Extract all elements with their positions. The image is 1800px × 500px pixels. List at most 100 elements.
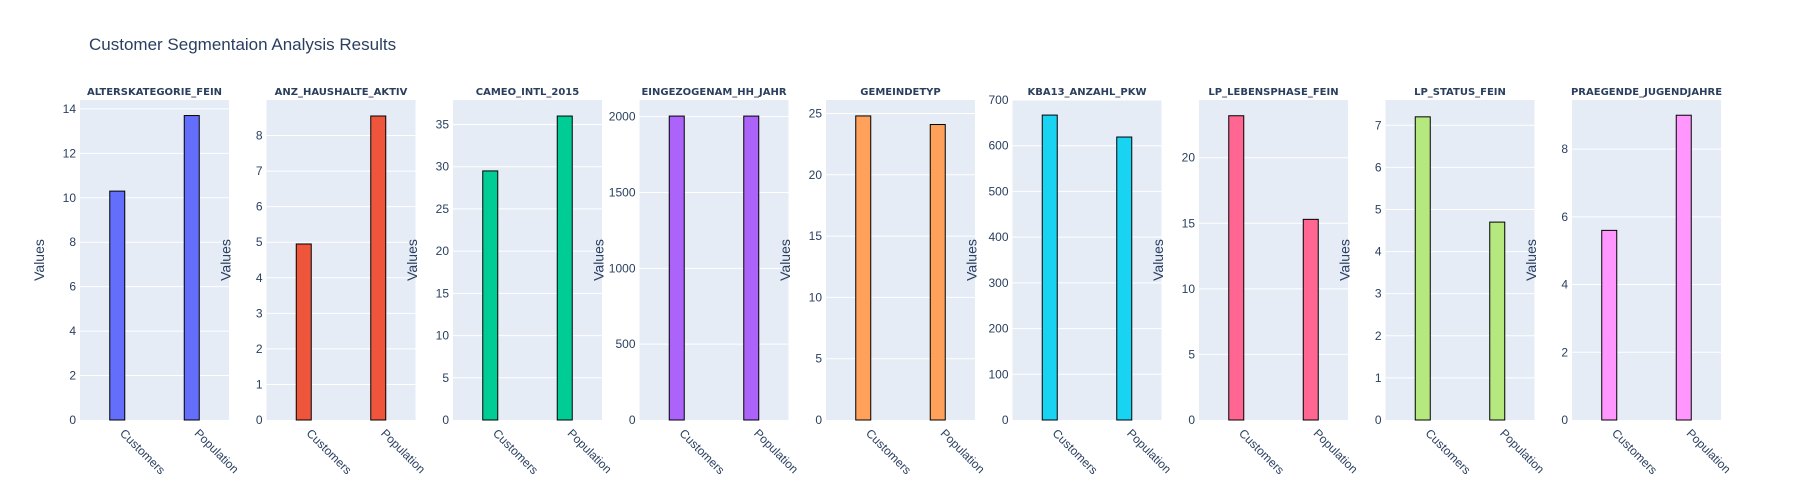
y-tick-label: 2: [69, 369, 76, 383]
plot-area: [1385, 100, 1535, 420]
bar-customers: [1601, 229, 1618, 421]
y-tick-label: 5: [1188, 347, 1195, 361]
x-tick-label: Customers: [677, 426, 728, 477]
y-tick-label: 30: [436, 160, 450, 174]
bar-population: [370, 115, 387, 421]
y-tick-label: 1500: [609, 186, 636, 200]
y-tick-label: 15: [1182, 216, 1196, 230]
y-tick-label: 1: [256, 377, 263, 391]
y-tick-label: 4: [256, 271, 263, 285]
y-axis-label: Values: [404, 239, 420, 281]
y-tick-label: 8: [1561, 142, 1568, 156]
bar-customers: [668, 115, 685, 421]
bar-population: [556, 115, 573, 421]
subplot-4: 0 500 1000 1500 2000 EINGEZOGENAM_HH_JAHR Valu…: [591, 87, 802, 477]
y-tick-label: 1: [1375, 371, 1382, 385]
plot-area: [80, 100, 229, 420]
plot-area: [1572, 100, 1721, 420]
subplot-title: PRAEGENDE_JUGENDJAHRE: [1571, 87, 1722, 98]
y-tick-label: 10: [436, 329, 450, 343]
y-tick-label: 0: [1375, 413, 1382, 427]
bar-population: [1675, 114, 1692, 421]
y-tick-label: 2: [1375, 329, 1382, 343]
x-tick-label: Customers: [1050, 426, 1101, 477]
x-tick-label: Customers: [1423, 426, 1474, 477]
bar-population: [929, 124, 946, 421]
x-tick-label: Customers: [1236, 426, 1287, 477]
bar-customers: [295, 243, 312, 421]
subplot-title: LP_LEBENSPHASE_FEIN: [1208, 87, 1338, 98]
y-tick-label: 300: [988, 276, 1008, 290]
y-tick-label: 0: [1188, 413, 1195, 427]
y-tick-label: 35: [436, 117, 450, 131]
y-tick-label: 12: [63, 146, 77, 160]
bar-customers: [109, 190, 126, 421]
y-tick-label: 14: [63, 102, 77, 116]
y-tick-label: 6: [256, 200, 263, 214]
x-tick-label: Customers: [117, 426, 168, 477]
y-tick-label: 4: [1375, 245, 1382, 259]
subplot-title: KBA13_ANZAHL_PKW: [1028, 87, 1147, 98]
bar-customers: [482, 170, 499, 421]
x-tick-label: Population: [751, 426, 801, 476]
y-axis-label: Values: [218, 239, 234, 281]
y-tick-label: 3: [1375, 287, 1382, 301]
y-tick-label: 5: [256, 235, 263, 249]
y-tick-label: 7: [1375, 118, 1382, 132]
bar-population: [1302, 218, 1319, 421]
y-tick-label: 20: [436, 244, 450, 258]
bar-population: [1489, 221, 1506, 421]
y-tick-label: 500: [615, 337, 635, 351]
x-tick-label: Population: [192, 426, 242, 476]
subplot-title: LP_STATUS_FEIN: [1414, 87, 1506, 98]
chart-title: Customer Segmentaion Analysis Results: [89, 35, 396, 54]
y-tick-label: 20: [1182, 151, 1196, 165]
bar-customers: [1228, 115, 1245, 421]
y-tick-label: 15: [809, 229, 823, 243]
y-tick-label: 6: [1375, 160, 1382, 174]
subplot-7: 0 5 10 15 20 LP_LEBENSPHASE_FEIN Values Custome…: [1150, 87, 1361, 477]
x-tick-label: Customers: [1609, 426, 1660, 477]
y-tick-label: 8: [69, 235, 76, 249]
bar-population: [1116, 136, 1133, 421]
y-tick-label: 10: [809, 290, 823, 304]
y-tick-label: 5: [442, 371, 449, 385]
subplot-title: GEMEINDETYP: [860, 87, 940, 98]
bar-customers: [1414, 116, 1431, 421]
subplot-8: 0 1 2 3 4 5 6 7 LP_STATUS_FEIN Values Customers Pop…: [1337, 87, 1548, 477]
y-tick-label: 2: [256, 342, 263, 356]
y-tick-label: 10: [63, 191, 77, 205]
bar-population: [183, 115, 200, 421]
y-axis-label: Values: [777, 239, 793, 281]
subplot-1: 0 2 4 6 8 10 12 14 ALTERSKATEGORIE_FEIN Values Cus…: [31, 87, 242, 477]
bar-customers: [1041, 114, 1058, 421]
subplot-title: ANZ_HAUSHALTE_AKTIV: [275, 87, 408, 98]
y-tick-label: 500: [988, 184, 1008, 198]
y-tick-label: 7: [256, 164, 263, 178]
y-tick-label: 2000: [609, 110, 636, 124]
y-tick-label: 2: [1561, 345, 1568, 359]
plot-area: [453, 100, 602, 420]
subplot-title: CAMEO_INTL_2015: [476, 87, 580, 98]
y-tick-label: 15: [436, 286, 450, 300]
y-tick-label: 8: [256, 129, 263, 143]
y-axis-label: Values: [591, 239, 607, 281]
y-tick-label: 0: [69, 413, 76, 427]
y-axis-label: Values: [1523, 239, 1539, 281]
plot-area: [1012, 100, 1162, 420]
y-tick-label: 20: [809, 168, 823, 182]
y-tick-label: 6: [69, 280, 76, 294]
y-tick-label: 0: [1002, 413, 1009, 427]
y-tick-label: 0: [1561, 413, 1568, 427]
y-tick-label: 0: [256, 413, 263, 427]
y-tick-label: 1000: [609, 261, 636, 275]
y-tick-label: 400: [988, 230, 1008, 244]
x-tick-label: Population: [938, 426, 988, 476]
y-axis-label: Values: [964, 239, 980, 281]
x-tick-label: Customers: [304, 426, 355, 477]
subplot-3: 0 5 10 15 20 25 30 35 CAMEO_INTL_2015 Values Custo…: [404, 87, 615, 477]
y-tick-label: 10: [1182, 282, 1196, 296]
y-axis-label: Values: [1150, 239, 1166, 281]
subplot-5: 0 5 10 15 20 25 GEMEINDETYP Values Customers Popu…: [777, 87, 988, 477]
y-tick-label: 3: [256, 306, 263, 320]
